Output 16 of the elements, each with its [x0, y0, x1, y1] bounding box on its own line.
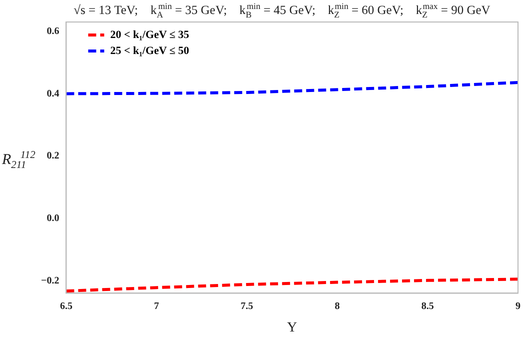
x-tick-label: 6.5	[60, 300, 72, 312]
line-series	[66, 80, 518, 96]
y-tick-label: 0.0	[46, 212, 60, 224]
y-tick-label: 0.6	[46, 26, 60, 37]
legend-label: 20 < k₁/GeV ≤ 35	[110, 28, 190, 41]
y-tick-label: −0.2	[40, 275, 60, 286]
x-tick-label: 9	[516, 300, 520, 312]
chart-title: √s = 13 TeV; k$_{A}$$^{min}$ = 35 GeV; k$_{B}$$^{min}$ = 45 GeV; k$_{Z}$$^{min}$ = 60 GeV; k$_{Z}$$^{max}$ = 90 GeV	[74, 1, 490, 20]
x-tick-label: 8	[334, 300, 340, 312]
x-tick-label: 8.5	[421, 300, 434, 312]
y-tick-label: 0.2	[46, 150, 60, 162]
x-axis-title: Y	[287, 320, 298, 336]
x-tick-label: 7	[154, 300, 160, 312]
y-tick-label: 0.4	[46, 88, 60, 100]
x-tick-label: 7.5	[240, 300, 254, 312]
legend-label: 25 < k₁/GeV ≤ 50	[110, 44, 190, 57]
